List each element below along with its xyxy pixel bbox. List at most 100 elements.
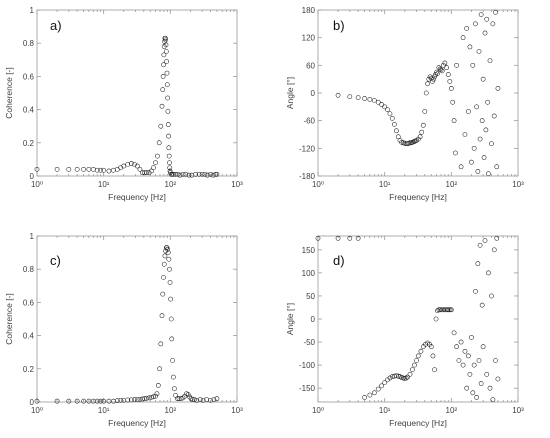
data-point bbox=[125, 162, 131, 167]
data-point bbox=[482, 238, 488, 243]
data-point bbox=[81, 398, 86, 404]
x-tick-label: 10¹ bbox=[379, 406, 391, 415]
y-tick-label: 0.8 bbox=[23, 265, 35, 274]
data-point bbox=[159, 103, 165, 109]
data-point bbox=[190, 397, 195, 402]
data-series bbox=[315, 235, 501, 403]
data-point bbox=[164, 82, 170, 88]
data-point bbox=[476, 358, 482, 363]
data-point bbox=[395, 373, 401, 379]
data-point bbox=[125, 397, 131, 403]
data-point bbox=[185, 392, 191, 397]
data-point bbox=[144, 170, 149, 176]
data-point bbox=[151, 394, 156, 400]
data-point bbox=[444, 65, 450, 71]
y-tick-label: 0 bbox=[311, 89, 316, 98]
data-point bbox=[422, 109, 428, 114]
data-point bbox=[101, 167, 107, 173]
data-point bbox=[442, 60, 448, 66]
data-point bbox=[165, 95, 170, 101]
data-point bbox=[355, 235, 361, 241]
x-tick-label: 10² bbox=[446, 406, 458, 415]
data-point bbox=[161, 44, 167, 49]
x-tick-label: 10³ bbox=[231, 180, 243, 189]
data-point bbox=[371, 98, 377, 103]
data-point bbox=[197, 397, 203, 402]
data-point bbox=[487, 58, 493, 64]
data-point bbox=[155, 153, 160, 159]
x-tick-label: 10³ bbox=[512, 406, 524, 415]
data-point bbox=[142, 170, 147, 176]
data-point bbox=[487, 385, 493, 391]
data-point bbox=[436, 307, 442, 313]
data-point bbox=[214, 396, 220, 402]
data-point bbox=[98, 167, 103, 173]
data-point bbox=[158, 341, 164, 347]
x-tick-label: 10² bbox=[446, 180, 458, 189]
data-point bbox=[445, 307, 451, 313]
data-point bbox=[414, 358, 419, 363]
data-point bbox=[474, 395, 480, 400]
data-point bbox=[159, 313, 165, 319]
data-point bbox=[164, 59, 170, 64]
data-point bbox=[493, 358, 498, 363]
data-point bbox=[480, 344, 486, 350]
data-point bbox=[439, 68, 445, 74]
data-point bbox=[177, 172, 183, 178]
data-point bbox=[445, 72, 451, 77]
data-point bbox=[163, 42, 169, 48]
data-point bbox=[473, 288, 478, 294]
data-point bbox=[114, 398, 120, 404]
y-tick-label: 1 bbox=[30, 6, 35, 15]
data-point bbox=[98, 398, 103, 404]
data-point bbox=[165, 250, 171, 255]
data-series bbox=[34, 35, 220, 178]
data-point bbox=[66, 166, 72, 172]
data-point bbox=[210, 172, 216, 178]
data-point bbox=[54, 166, 60, 172]
data-point bbox=[137, 396, 143, 402]
data-point bbox=[490, 397, 496, 403]
x-tick-label: 10⁰ bbox=[31, 180, 43, 189]
data-point bbox=[471, 362, 477, 368]
data-point bbox=[172, 386, 177, 392]
data-point bbox=[54, 398, 60, 404]
y-tick-label: 120 bbox=[302, 34, 316, 43]
data-point bbox=[315, 235, 321, 241]
data-point bbox=[202, 171, 208, 177]
data-point bbox=[454, 62, 459, 68]
data-series bbox=[335, 9, 501, 177]
chart-panel-3: 10⁰ 10¹ 10² 10³ 0 0.2 0.4 0.6 0.8 1 Frequency [Hz]… bbox=[4, 232, 243, 428]
data-point bbox=[355, 95, 361, 100]
data-point bbox=[165, 246, 170, 252]
data-point bbox=[375, 386, 381, 392]
data-point bbox=[81, 166, 86, 172]
y-tick-label: 0 bbox=[30, 172, 35, 181]
y-tick-label: -100 bbox=[299, 361, 316, 370]
y-tick-label: 150 bbox=[302, 246, 316, 255]
data-point bbox=[495, 86, 501, 91]
data-point bbox=[214, 171, 220, 177]
data-point bbox=[443, 307, 449, 313]
data-point bbox=[477, 242, 483, 248]
data-point bbox=[134, 163, 140, 169]
data-point bbox=[167, 165, 173, 171]
data-point bbox=[94, 167, 100, 173]
data-point bbox=[394, 373, 399, 379]
data-point bbox=[450, 99, 456, 105]
data-point bbox=[347, 94, 353, 100]
data-point bbox=[161, 52, 167, 58]
data-point bbox=[169, 171, 175, 177]
data-point bbox=[469, 335, 474, 340]
data-point bbox=[481, 155, 487, 160]
x-tick-label: 10¹ bbox=[98, 180, 110, 189]
x-tick-label: 10³ bbox=[512, 180, 524, 189]
data-point bbox=[415, 353, 421, 359]
data-point bbox=[161, 275, 166, 280]
data-point bbox=[101, 398, 107, 404]
data-point bbox=[66, 398, 72, 404]
plot-area bbox=[36, 235, 238, 403]
data-point bbox=[471, 145, 477, 151]
data-point bbox=[426, 76, 432, 82]
y-tick-label: 0.4 bbox=[23, 106, 35, 115]
